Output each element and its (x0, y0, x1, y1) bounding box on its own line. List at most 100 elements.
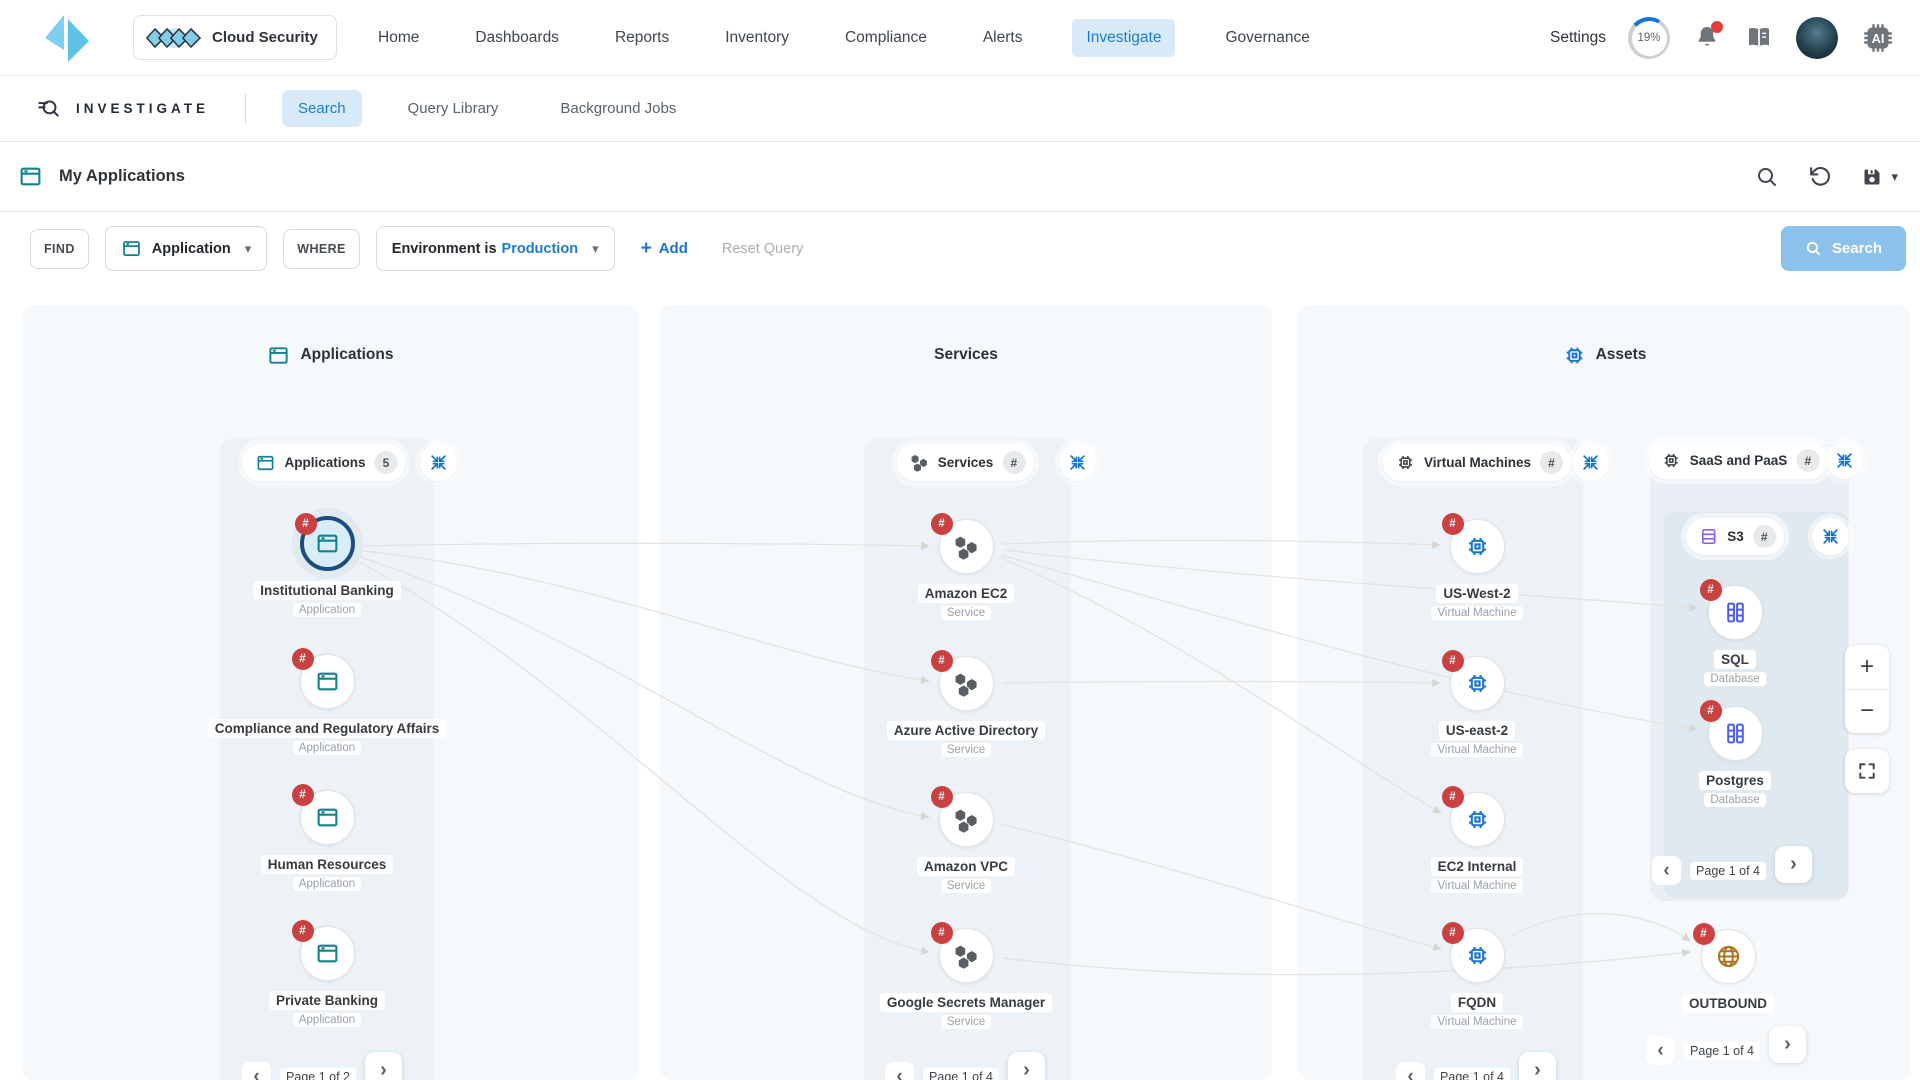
nav-compliance[interactable]: Compliance (844, 29, 927, 46)
tab-background-jobs[interactable]: Background Jobs (544, 90, 692, 127)
prev-page-button[interactable]: ‹ (1396, 1062, 1426, 1080)
group-chip-applications[interactable]: Applications 5 (242, 444, 406, 481)
database-table-icon (1726, 723, 1744, 744)
application-window-icon (257, 455, 274, 470)
reset-query-button[interactable]: Reset Query (721, 240, 804, 257)
node-azure-active-directory[interactable]: # Azure Active Directory Service (846, 650, 1086, 757)
group-chip-services[interactable]: Services # (896, 444, 1034, 481)
next-page-button[interactable]: › (1768, 1026, 1806, 1063)
group-label: S3 (1727, 529, 1744, 544)
run-search-button[interactable]: Search (1780, 226, 1906, 271)
node-us-west-2[interactable]: # US-West-2 Virtual Machine (1357, 513, 1597, 620)
tab-search[interactable]: Search (282, 90, 362, 127)
next-page-button[interactable]: › (1007, 1052, 1045, 1080)
fullscreen-button[interactable] (1845, 749, 1889, 793)
application-window-icon (122, 241, 140, 256)
next-page-button[interactable]: › (1774, 846, 1812, 883)
node-private-banking[interactable]: # Private Banking Application (207, 920, 447, 1027)
settings-link[interactable]: Settings (1549, 29, 1606, 46)
search-label: Search (1831, 240, 1882, 257)
nav-governance[interactable]: Governance (1225, 29, 1310, 46)
alert-badge: # (1699, 579, 1722, 601)
search-in-view-button[interactable] (1755, 165, 1779, 189)
nav-alerts[interactable]: Alerts (982, 29, 1023, 46)
entity-value: Application (151, 240, 231, 257)
alert-badge: # (1441, 786, 1464, 808)
group-label: Applications (284, 455, 366, 470)
next-page-button[interactable]: › (364, 1052, 402, 1080)
chevron-right-icon: › (1790, 853, 1797, 875)
collapse-saas-and-paas-button[interactable] (1826, 442, 1863, 479)
cpu-chip-icon (1468, 946, 1486, 965)
node-ec2-internal[interactable]: # EC2 Internal Virtual Machine (1357, 786, 1597, 893)
main-navigation: Home Dashboards Reports Inventory Compli… (372, 0, 1316, 76)
column-title-label: Assets (1595, 346, 1647, 363)
bell-icon (1698, 27, 1716, 46)
entity-select[interactable]: Application ▾ (104, 226, 268, 271)
undo-button[interactable] (1807, 164, 1832, 189)
node-type: Virtual Machine (1431, 743, 1523, 757)
chevron-left-icon: ‹ (896, 1065, 903, 1080)
top-navbar: Cloud Security Home Dashboards Reports I… (0, 0, 1920, 76)
node-compliance-and-regulatory-affairs[interactable]: # Compliance and Regulatory Affairs Appl… (207, 648, 447, 755)
nav-reports[interactable]: Reports (614, 29, 670, 46)
prev-page-button[interactable]: ‹ (1652, 856, 1682, 885)
node-label: Azure Active Directory (886, 721, 1046, 740)
save-menu-button[interactable]: ▾ (1891, 170, 1898, 183)
brand-selector[interactable]: Cloud Security (133, 15, 337, 60)
alert-badge: # (1441, 513, 1464, 535)
group-chip-virtual-machines[interactable]: Virtual Machines # (1382, 444, 1572, 481)
node-us-east-2[interactable]: # US-east-2 Virtual Machine (1357, 650, 1597, 757)
notifications-button[interactable] (1692, 21, 1723, 53)
condition-select[interactable]: Environment is Production ▾ (375, 226, 615, 271)
node-amazon-vpc[interactable]: # Amazon VPC Service (846, 786, 1086, 893)
ai-assistant-button[interactable]: AI (1860, 20, 1896, 56)
nav-home[interactable]: Home (378, 29, 420, 46)
docs-button[interactable] (1744, 23, 1774, 53)
nav-dashboards[interactable]: Dashboards (475, 29, 559, 46)
alert-badge: # (930, 922, 953, 944)
caret-down-icon: ▾ (592, 241, 599, 256)
book-icon (1749, 28, 1769, 47)
node-human-resources[interactable]: # Human Resources Application (207, 784, 447, 891)
collapse-applications-button[interactable] (420, 444, 457, 481)
tab-query-library[interactable]: Query Library (392, 90, 515, 127)
cpu-chip-icon (1566, 347, 1582, 363)
node-google-secrets-manager[interactable]: # Google Secrets Manager Service (846, 922, 1086, 1029)
node-amazon-ec2[interactable]: # Amazon EC2 Service (846, 513, 1086, 620)
user-avatar[interactable] (1796, 17, 1838, 59)
zoom-in-button[interactable]: + (1845, 645, 1889, 690)
chevron-right-icon: › (1023, 1059, 1030, 1080)
node-type: Database (1704, 672, 1766, 686)
save-button[interactable] (1860, 165, 1884, 189)
column-title-services: Services (660, 340, 1272, 370)
prev-page-button[interactable]: ‹ (885, 1062, 915, 1080)
node-label: EC2 Internal (1430, 857, 1524, 876)
alert-badge: # (291, 784, 314, 806)
search-icon (1758, 167, 1777, 186)
nav-investigate[interactable]: Investigate (1072, 19, 1176, 57)
node-institutional-banking[interactable]: # Institutional Banking Application (207, 513, 447, 617)
zoom-out-button[interactable]: − (1845, 690, 1889, 734)
collapse-virtual-machines-button[interactable] (1572, 444, 1609, 481)
nav-inventory[interactable]: Inventory (725, 29, 789, 46)
node-type: Application (292, 603, 362, 617)
alert-badge: # (1441, 650, 1464, 672)
group-chip-saas-and-paas[interactable]: SaaS and PaaS # (1648, 442, 1828, 479)
node-sql[interactable]: # SQL Database (1615, 579, 1855, 686)
condition-text: Environment is (391, 240, 497, 257)
prev-page-button[interactable]: ‹ (242, 1062, 272, 1080)
usage-progress-ring[interactable]: 19% (1628, 17, 1670, 59)
node-postgres[interactable]: # Postgres Database (1615, 700, 1855, 807)
node-fqdn[interactable]: # FQDN Virtual Machine (1357, 922, 1597, 1029)
add-condition-button[interactable]: + Add (641, 239, 688, 258)
next-page-button[interactable]: › (1518, 1052, 1556, 1080)
fullscreen-icon (1859, 763, 1875, 779)
collapse-s3-button[interactable] (1812, 518, 1849, 555)
node-outbound[interactable]: # OUTBOUND (1608, 923, 1848, 1013)
collapse-services-button[interactable] (1059, 444, 1096, 481)
group-chip-s3[interactable]: S3 # (1686, 518, 1784, 555)
alert-badge: # (294, 513, 317, 535)
prev-page-button[interactable]: ‹ (1646, 1036, 1676, 1065)
